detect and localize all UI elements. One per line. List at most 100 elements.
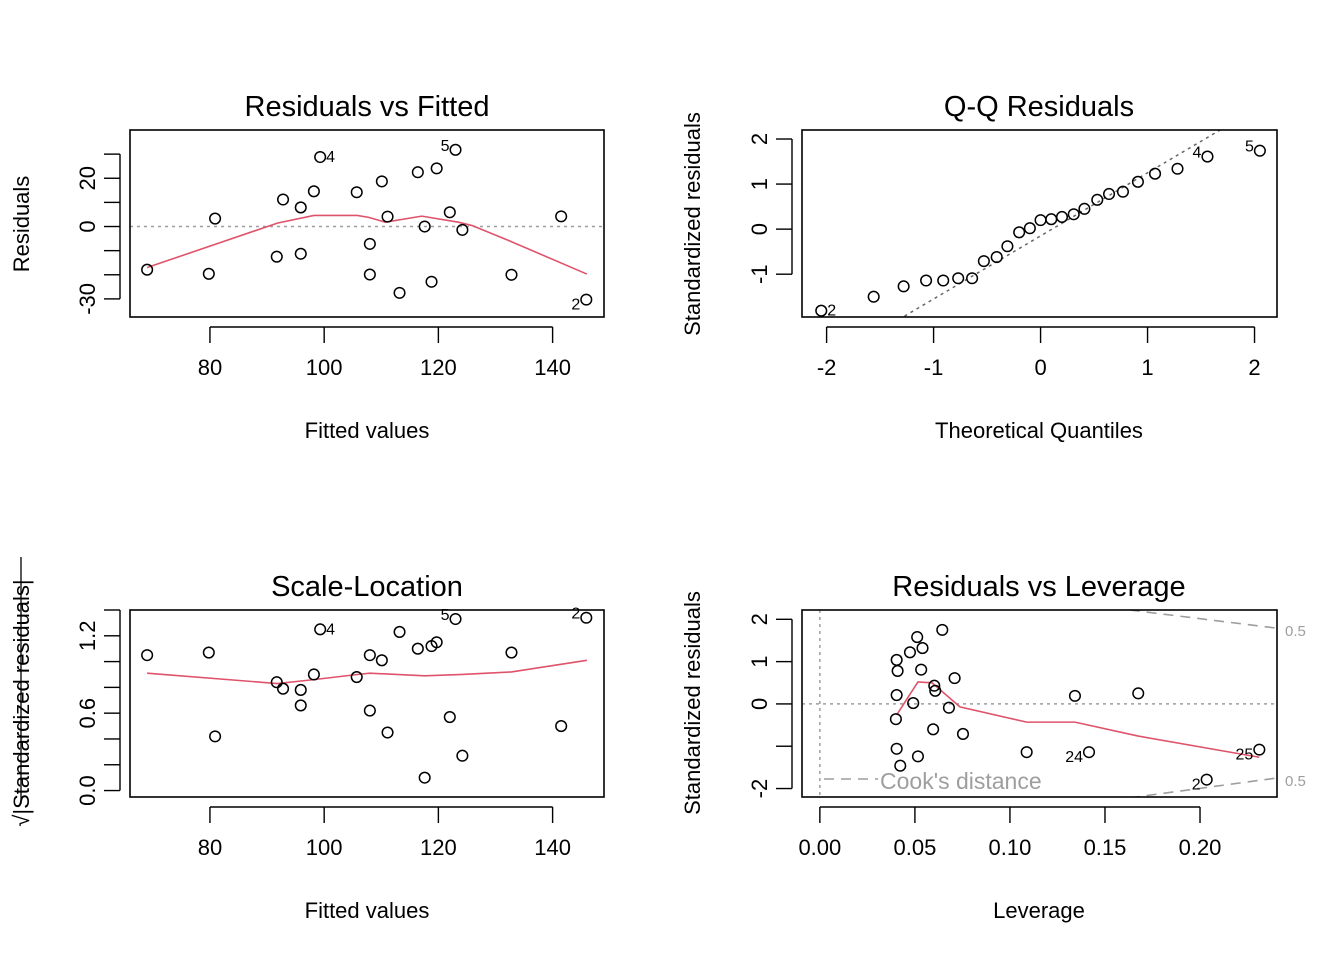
data-point [375, 654, 388, 667]
data-point [202, 646, 215, 659]
data-point [956, 727, 970, 741]
x-tick-label: 140 [534, 835, 571, 860]
x-tick-label: 1 [1141, 355, 1153, 380]
data-point [903, 646, 917, 659]
data-point [393, 625, 406, 638]
data-point [277, 193, 290, 206]
cooks-contour-label-lower: 0.5 [1285, 773, 1306, 790]
y-tick-label: 2 [747, 613, 772, 625]
data-point [890, 742, 903, 755]
point-label: 5 [441, 138, 450, 155]
data-point [1067, 208, 1080, 221]
x-tick-label: 0 [1034, 355, 1046, 380]
x-tick-label: 0.05 [893, 835, 936, 860]
data-point [505, 646, 518, 659]
data-point [443, 710, 456, 724]
data-point [815, 304, 828, 317]
data-point [936, 623, 949, 636]
x-axis-label: Fitted values [305, 418, 430, 443]
data-point [889, 713, 902, 726]
data-point [456, 223, 469, 236]
x-tick-label: 0.10 [989, 835, 1032, 860]
data-point [294, 247, 307, 260]
data-point [929, 684, 942, 697]
data-point [1132, 687, 1145, 700]
data-point [277, 682, 290, 695]
x-tick-label: 140 [534, 355, 571, 380]
data-point [927, 723, 940, 736]
point-label: 2 [827, 303, 836, 320]
data-point [1068, 689, 1081, 702]
data-point [1171, 162, 1184, 175]
data-point [1023, 222, 1036, 235]
data-point [580, 293, 593, 306]
y-tick-label: 1 [747, 178, 772, 190]
data-point [894, 759, 907, 772]
data-point [443, 206, 456, 219]
data-point [1102, 187, 1116, 201]
y-tick-label: 0.6 [75, 698, 100, 729]
data-point [456, 749, 469, 762]
panel-title: Residuals vs Fitted [245, 91, 490, 123]
x-tick-label: 80 [198, 835, 222, 860]
data-point [393, 286, 406, 299]
y-tick-label: 20 [75, 166, 100, 190]
data-point [1131, 175, 1144, 188]
x-tick-label: 0.20 [1179, 835, 1222, 860]
y-tick-label: 0 [747, 698, 772, 710]
x-tick-label: 0.15 [1084, 835, 1127, 860]
data-point [1148, 167, 1162, 180]
data-point [916, 642, 929, 655]
smoother-line [895, 681, 1260, 759]
x-axis-label: Theoretical Quantiles [935, 418, 1143, 443]
panel-qq-residuals: Q-Q Residuals Theoretical Quantiles Stan… [680, 91, 1278, 443]
data-point [966, 272, 979, 285]
y-axis-label: Standardized residuals [680, 112, 705, 336]
cooks-distance-contour-upper [1129, 610, 1277, 629]
x-tick-label: 2 [1248, 355, 1260, 380]
point-label: 24 [1065, 749, 1083, 766]
data-point [141, 263, 154, 276]
data-point [209, 730, 222, 743]
x-tick-label: -2 [817, 355, 837, 380]
data-point [270, 250, 283, 263]
data-point [314, 623, 327, 636]
data-point [270, 676, 283, 689]
data-point [891, 664, 904, 677]
data-point [411, 642, 424, 655]
x-tick-label: 0.00 [798, 835, 841, 860]
data-point [314, 150, 327, 164]
data-point [294, 683, 307, 697]
data-point [1055, 210, 1069, 224]
cooks-contour-label-upper: 0.5 [1285, 623, 1306, 640]
data-point [937, 274, 950, 287]
data-point [942, 701, 955, 714]
data-point [381, 726, 394, 739]
plot-area [130, 214, 604, 275]
y-tick-label: -30 [75, 283, 100, 315]
y-tick-label: 2 [747, 133, 772, 145]
data-point [294, 201, 307, 214]
data-point [294, 699, 307, 712]
data-point [418, 771, 431, 784]
data-point [363, 704, 376, 717]
data-point [1253, 144, 1266, 157]
x-axis-label: Leverage [993, 898, 1085, 923]
data-point [890, 688, 903, 702]
data-point [1253, 743, 1266, 756]
data-point [867, 290, 880, 303]
data-point [948, 672, 961, 685]
data-point [411, 166, 424, 179]
data-point [1201, 150, 1214, 163]
panel-title: Residuals vs Leverage [892, 571, 1185, 603]
x-tick-label: 120 [420, 355, 457, 380]
x-tick-label: 120 [420, 835, 457, 860]
point-label: 25 [1236, 747, 1254, 764]
y-tick-label: 0 [747, 223, 772, 235]
data-point [890, 653, 903, 666]
point-label: 2 [1192, 777, 1201, 794]
data-point [907, 697, 920, 710]
data-point [430, 162, 443, 175]
data-point [202, 267, 215, 280]
